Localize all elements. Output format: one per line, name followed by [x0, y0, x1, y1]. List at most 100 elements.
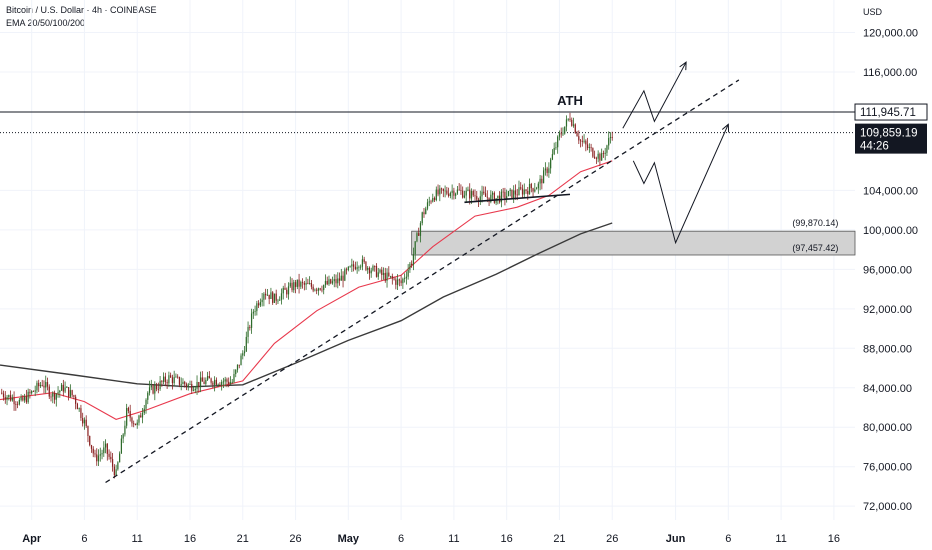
- candle-body: [62, 384, 64, 392]
- candle-body: [514, 190, 517, 195]
- candle-body: [184, 381, 186, 385]
- candle-body: [398, 279, 400, 281]
- candle-body: [435, 189, 437, 201]
- candle-body: [379, 269, 381, 273]
- candle-body: [215, 379, 218, 385]
- candle-body: [140, 415, 142, 418]
- candle-body: [173, 377, 175, 384]
- candle-body: [22, 397, 24, 401]
- candle-body: [502, 191, 504, 193]
- candle-body: [477, 199, 480, 202]
- candle-body: [133, 423, 135, 425]
- candle-body: [330, 279, 332, 284]
- candle-body: [608, 138, 610, 146]
- candle-body: [161, 380, 163, 382]
- candle-body: [328, 279, 330, 285]
- bearish-projection-arrowhead: [721, 123, 730, 133]
- candle-body: [391, 275, 393, 279]
- candle-body: [523, 189, 525, 195]
- candle-body: [604, 152, 606, 154]
- ath-price-tag-text: 111,945.71: [860, 107, 916, 119]
- candle-body: [233, 374, 235, 382]
- candle-body: [212, 382, 214, 385]
- candle-body: [222, 381, 225, 383]
- candle-body: [521, 188, 524, 195]
- candle-body: [574, 124, 576, 134]
- candle-body: [490, 194, 492, 202]
- candle-body: [382, 272, 385, 275]
- candle-body: [120, 438, 123, 454]
- candle-body: [48, 386, 50, 397]
- candle-body: [537, 183, 539, 189]
- candle-body: [393, 278, 395, 280]
- candle-body: [73, 395, 75, 397]
- candle-body: [307, 282, 309, 284]
- candle-body: [609, 137, 612, 139]
- x-tick-label: 6: [398, 533, 404, 545]
- candle-body: [319, 288, 321, 290]
- candle-body: [542, 170, 545, 184]
- candle-body: [294, 282, 297, 287]
- candle-body: [363, 259, 365, 262]
- candle-body: [243, 351, 246, 354]
- candle-body: [331, 281, 334, 284]
- candle-body: [432, 198, 434, 202]
- candle-body: [409, 263, 411, 270]
- candle-body: [312, 286, 314, 291]
- candle-body: [462, 190, 464, 198]
- candle-body: [484, 193, 487, 197]
- candle-body: [296, 279, 298, 287]
- candle-body: [8, 395, 10, 397]
- candle-body: [472, 191, 474, 196]
- candle-body: [578, 136, 580, 141]
- x-tick-label: 11: [775, 533, 786, 545]
- candle-body: [94, 453, 96, 455]
- candle-body: [481, 191, 483, 197]
- x-tick-label: May: [338, 533, 360, 545]
- candle-body: [18, 399, 20, 405]
- candle-body: [4, 397, 6, 400]
- candle-body: [532, 188, 534, 192]
- candle-body: [101, 453, 103, 455]
- indicator-legend[interactable]: EMA 20/50/100/200: [6, 18, 86, 28]
- candle-body: [595, 158, 598, 159]
- y-tick-label: 88,000.00: [863, 343, 912, 355]
- candle-body: [208, 376, 210, 379]
- candle-body: [170, 375, 172, 378]
- candle-body: [119, 453, 121, 463]
- chart-title: Bitcoin / U.S. Dollar · 4h · COINBASE: [6, 5, 157, 15]
- bearish-projection: [632, 124, 729, 245]
- candle-body: [198, 381, 200, 387]
- candle-body: [527, 191, 529, 195]
- candle-body: [381, 269, 383, 275]
- candle-body: [544, 168, 546, 171]
- candle-body: [535, 188, 538, 190]
- candle-body: [13, 397, 15, 405]
- candle-body: [316, 289, 318, 291]
- current-price-tag-text: 109,859.19: [860, 128, 918, 140]
- candle-body: [460, 190, 462, 191]
- x-tick-label: 26: [606, 533, 618, 545]
- candle-body: [384, 272, 386, 281]
- candle-body: [572, 124, 575, 126]
- candle-body: [562, 133, 564, 135]
- candle-body: [558, 133, 561, 137]
- candle-body: [310, 283, 313, 287]
- candle-body: [64, 387, 66, 392]
- candle-body: [272, 292, 274, 303]
- candle-body: [11, 397, 13, 401]
- candle-body: [210, 378, 212, 383]
- candle-body: [289, 282, 291, 287]
- candle-body: [185, 384, 188, 387]
- current-price-tag: [855, 123, 927, 154]
- candle-body: [277, 300, 279, 302]
- candle-body: [124, 425, 126, 435]
- candle-body: [259, 302, 261, 306]
- candle-body: [273, 293, 276, 303]
- candle-body: [534, 189, 536, 192]
- candle-body: [192, 390, 195, 392]
- x-tick-label: 11: [132, 533, 143, 545]
- candle-body: [53, 393, 56, 400]
- x-tick-label: 11: [448, 533, 459, 545]
